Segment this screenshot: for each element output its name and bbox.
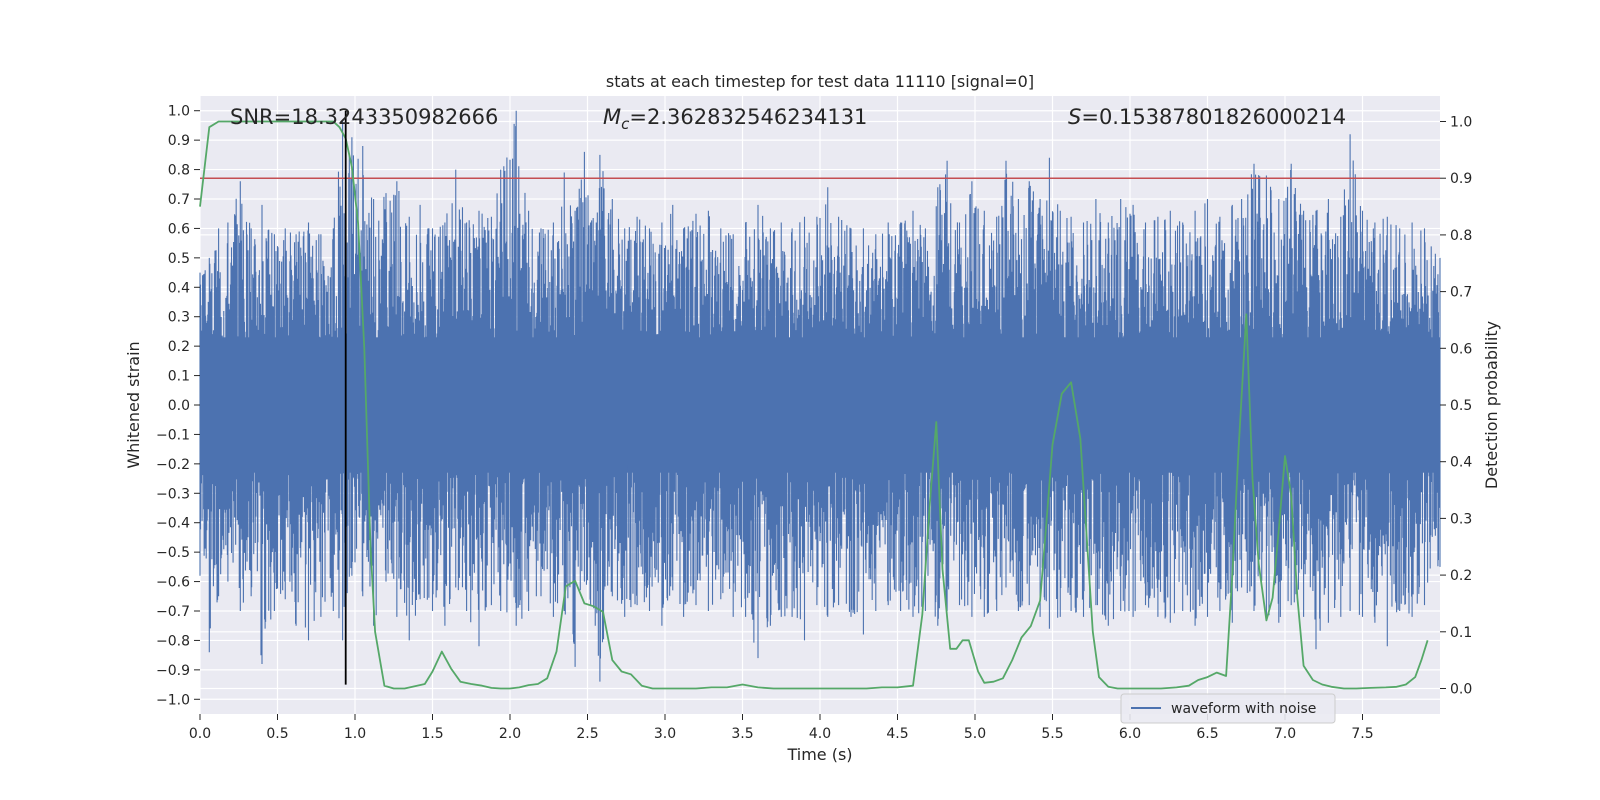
x-tick-label: 0.0 [189, 726, 211, 742]
y-tick-label: −0.2 [156, 457, 190, 473]
mc-annotation: Mc=2.362832546234131 [603, 105, 867, 133]
y-tick-label: −0.4 [156, 516, 190, 532]
y-tick-label: 0.0 [168, 398, 190, 414]
y-tick-label: −0.1 [156, 427, 190, 443]
x-tick-label: 2.5 [576, 726, 598, 742]
x-tick-label: 1.5 [421, 726, 443, 742]
x-tick-label: 4.5 [886, 726, 908, 742]
y2-tick-label: 0.1 [1450, 625, 1472, 641]
probability-series [199, 120, 1429, 690]
x-tick-label: 7.5 [1351, 726, 1373, 742]
x-tick-label: 4.0 [809, 726, 831, 742]
x-tick-label: 6.0 [1119, 726, 1141, 742]
y-tick-label: −1.0 [156, 692, 190, 708]
mc-value: =2.362832546234131 [629, 105, 867, 129]
mc-symbol: M [603, 105, 621, 129]
y-tick-label: 0.5 [168, 251, 190, 267]
y2-tick-label: 0.8 [1450, 228, 1472, 244]
y-tick-label: 1.0 [168, 104, 190, 120]
snr-annotation: SNR=18.3243350982666 [230, 105, 498, 129]
s-annotation: S=0.15387801826000214 [1068, 105, 1346, 129]
x-tick-label: 6.5 [1196, 726, 1218, 742]
y-axis-label: Whitened strain [124, 341, 143, 468]
y-tick-label: −0.9 [156, 663, 190, 679]
waveform-strokes [199, 110, 1441, 682]
x-axis: 0.0 0.5 1.0 1.5 2.0 2.5 3.0 3.5 4.0 4.5 5.0 5.5 6.0 6… [189, 714, 1374, 742]
y-tick-label: 0.3 [168, 310, 190, 326]
y-tick-label: 0.9 [168, 133, 190, 149]
x-tick-label: 5.0 [964, 726, 986, 742]
y-axis-left: −1.0 −0.9 −0.8 −0.7 −0.6 −0.5 −0.4 −0.3 −0.2 −0.1… [156, 104, 200, 708]
waveform-series [199, 110, 1441, 682]
x-tick-label: 3.5 [731, 726, 753, 742]
x-tick-label: 5.5 [1041, 726, 1063, 742]
probability-line [199, 120, 1429, 690]
legend-box [1120, 693, 1336, 724]
y-tick-label: −0.8 [156, 633, 190, 649]
x-tick-label: 0.5 [266, 726, 288, 742]
y-tick-label: −0.5 [156, 545, 190, 561]
y2-tick-label: 0.7 [1450, 285, 1472, 301]
s-value: =0.15387801826000214 [1081, 105, 1346, 129]
y-tick-label: −0.3 [156, 486, 190, 502]
legend: waveform with noise [1120, 693, 1336, 724]
x-tick-label: 1.0 [344, 726, 366, 742]
y-axis-right: 0.0 0.1 0.2 0.3 0.4 0.5 0.6 0.7 0.8 0.9 1.0 [1440, 115, 1472, 697]
y-tick-label: 0.2 [168, 339, 190, 355]
y2-tick-label: 0.5 [1450, 398, 1472, 414]
y2-tick-label: 0.2 [1450, 568, 1472, 584]
y-tick-label: 0.7 [168, 192, 190, 208]
y-tick-label: 0.4 [168, 280, 190, 296]
y-tick-label: 0.1 [168, 369, 190, 385]
legend-label: waveform with noise [1171, 701, 1316, 717]
y-tick-label: 0.6 [168, 221, 190, 237]
y-tick-label: −0.7 [156, 604, 190, 620]
mc-subscript: c [621, 115, 630, 133]
x-tick-label: 3.0 [654, 726, 676, 742]
y2-tick-label: 1.0 [1450, 115, 1472, 131]
x-axis-label: Time (s) [786, 745, 852, 764]
chart-title: stats at each timestep for test data 111… [606, 72, 1034, 91]
y-tick-label: −0.6 [156, 575, 190, 591]
y2-tick-label: 0.0 [1450, 681, 1472, 697]
y-tick-label: 0.8 [168, 163, 190, 179]
y2-tick-label: 0.9 [1450, 171, 1472, 187]
y2-tick-label: 0.4 [1450, 455, 1472, 471]
s-symbol: S [1068, 105, 1081, 129]
x-tick-label: 7.0 [1274, 726, 1296, 742]
y2-tick-label: 0.3 [1450, 511, 1472, 527]
y2-tick-label: 0.6 [1450, 341, 1472, 357]
y2-axis-label: Detection probability [1482, 321, 1501, 489]
x-tick-label: 2.0 [499, 726, 521, 742]
